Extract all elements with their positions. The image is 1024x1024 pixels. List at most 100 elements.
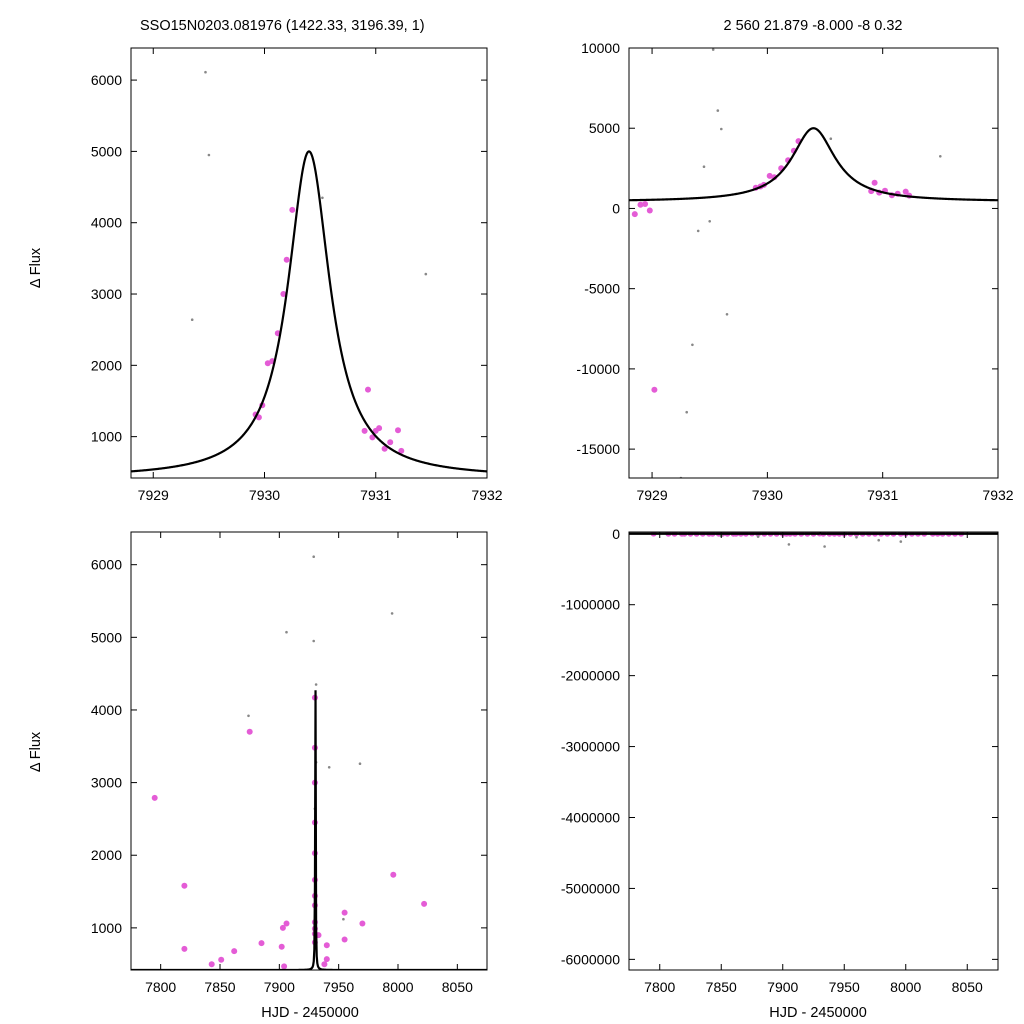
x-tick-label: 7932 — [471, 487, 502, 503]
x-tick-label: 7950 — [829, 979, 860, 995]
data-point — [871, 179, 878, 186]
x-tick-label: 7930 — [249, 487, 280, 503]
model-curve — [131, 690, 487, 970]
data-point — [341, 909, 348, 916]
y-tick-label: 2000 — [91, 847, 122, 863]
rejected-point — [691, 343, 694, 347]
x-tick-label: 7900 — [264, 979, 295, 995]
y-tick-label: -6000000 — [561, 951, 620, 967]
rejected-point — [756, 535, 760, 538]
rejected-point — [725, 313, 729, 316]
data-point — [280, 291, 287, 297]
rejected-point — [204, 70, 207, 74]
rejected-point — [716, 109, 720, 112]
data-point — [279, 924, 286, 931]
y-tick-label: 4000 — [91, 702, 122, 718]
y-tick-label: -5000 — [584, 281, 620, 297]
data-point — [246, 728, 253, 735]
rejected-point — [390, 612, 394, 615]
rejected-point — [314, 683, 318, 686]
data-point — [381, 445, 388, 452]
plot-frame — [130, 47, 488, 479]
data-point — [283, 920, 290, 927]
x-tick-label: 7930 — [752, 487, 783, 503]
rejected-point — [312, 555, 316, 558]
x-tick-label: 8000 — [890, 979, 921, 995]
data-point — [181, 882, 188, 889]
data-point — [395, 427, 401, 434]
data-point — [264, 360, 271, 367]
y-tick-label: 3000 — [91, 775, 122, 791]
x-tick-label: 7931 — [360, 487, 391, 503]
data-point — [398, 447, 405, 454]
data-point — [361, 427, 368, 434]
panel-top-right: 7929 7930 7931 7932 10000 5000 0 -5000 -10000 -15… — [576, 40, 1013, 503]
x-tick-label: 8000 — [382, 979, 413, 995]
y-tick-label: 6000 — [91, 72, 122, 88]
y-tick-label: 1000 — [91, 429, 122, 445]
data-point — [181, 945, 188, 952]
rejected-point — [829, 137, 833, 140]
y-axis-label-top: Δ Flux — [28, 247, 44, 288]
data-point — [646, 207, 653, 214]
x-tick-label: 7929 — [138, 487, 169, 503]
data-point — [421, 900, 428, 907]
data-point — [766, 172, 773, 179]
rejected-point — [358, 762, 362, 765]
data-point — [323, 956, 330, 963]
rejected-point — [787, 543, 791, 546]
rejected-point — [711, 48, 715, 51]
plot-frame — [130, 531, 488, 971]
data-point — [281, 963, 288, 970]
y-tick-label: 5000 — [589, 120, 620, 136]
y-tick-label: 5000 — [91, 143, 122, 159]
y-tick-label: -4000000 — [561, 809, 620, 825]
rejected-point — [685, 410, 688, 414]
y-tick-label: -1000000 — [561, 597, 620, 613]
rejected-point — [855, 536, 858, 539]
data-point — [323, 942, 330, 949]
y-tick-label: -15000 — [576, 441, 620, 457]
rejected-point — [939, 155, 942, 158]
data-point — [369, 434, 376, 441]
x-tick-label: 7950 — [323, 979, 354, 995]
data-points — [190, 70, 428, 454]
x-tick-label: 7932 — [982, 487, 1013, 503]
rejected-point — [424, 272, 428, 276]
y-tick-label: -5000000 — [561, 880, 620, 896]
y-tick-label: 3000 — [91, 286, 122, 302]
y-tick-label: -2000000 — [561, 668, 620, 684]
figure-title-right: 2 560 21.879 -8.000 -8 0.32 — [724, 18, 903, 34]
y-axis-label-bottom: Δ Flux — [28, 731, 44, 772]
rejected-point — [321, 196, 324, 200]
rejected-point — [247, 714, 250, 718]
plot-frame — [628, 531, 999, 971]
y-tick-label: 6000 — [91, 557, 122, 573]
rejected-point — [702, 165, 706, 168]
rejected-point — [312, 639, 316, 643]
rejected-point — [207, 153, 211, 157]
data-point — [365, 386, 371, 393]
rejected-point — [877, 538, 880, 542]
y-tick-label: 1000 — [91, 920, 122, 936]
y-tick-label: 0 — [612, 200, 620, 216]
panel-bottom-right: 7800 7850 7900 7950 8000 8050 0 -1000000 -200000… — [561, 526, 999, 995]
data-point — [376, 425, 383, 432]
model-curve — [131, 150, 487, 473]
rejected-point — [327, 766, 331, 769]
x-tick-label: 7850 — [204, 979, 235, 995]
x-tick-label: 8050 — [442, 979, 473, 995]
data-point — [341, 936, 348, 943]
rejected-point — [823, 545, 826, 548]
data-point — [390, 871, 397, 878]
y-tick-label: 10000 — [581, 40, 620, 56]
figure-title-left: SSO15N0203.081976 (1422.33, 3196.39, 1) — [140, 18, 425, 34]
y-tick-label: 2000 — [91, 357, 122, 373]
data-point — [258, 940, 265, 947]
rejected-point — [708, 220, 711, 223]
rejected-point — [899, 540, 903, 543]
y-tick-label: 5000 — [91, 629, 122, 645]
rejected-point — [696, 229, 700, 233]
y-tick-label: -10000 — [576, 361, 620, 377]
